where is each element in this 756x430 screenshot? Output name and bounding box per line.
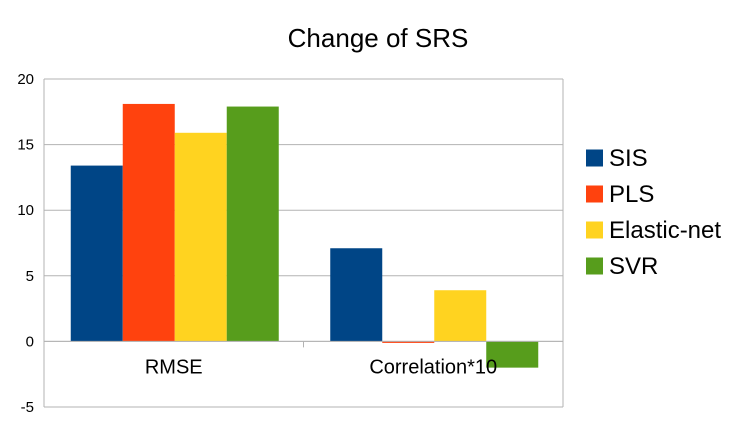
bar-svr-rmse (226, 106, 279, 342)
bar-sis-correlation-10 (330, 248, 383, 342)
y-tick-label: 5 (26, 268, 34, 285)
legend-swatch (586, 149, 603, 167)
legend-label: SVR (609, 253, 658, 280)
legend-label: SIS (609, 145, 648, 172)
y-axis-ticks: -5 0 5 10 15 20 (17, 71, 34, 416)
y-tick-label: 20 (17, 71, 34, 88)
bar-pls-correlation-10 (382, 341, 435, 343)
bars (70, 103, 539, 368)
bar-svr-correlation-10 (486, 341, 539, 368)
bar-pls-rmse (122, 103, 175, 342)
legend-swatch (586, 221, 603, 239)
y-tick-label: 15 (17, 137, 34, 154)
x-category-label: Correlation*10 (369, 356, 497, 378)
y-tick-label: 0 (26, 333, 34, 350)
legend: SIS PLS Elastic-net SVR (586, 145, 721, 280)
chart-title: Change of SRS (288, 23, 469, 53)
y-tick-label: -5 (21, 399, 34, 416)
legend-swatch (586, 185, 603, 203)
axes (43, 79, 564, 407)
legend-label: Elastic-net (609, 217, 721, 244)
legend-label: PLS (609, 181, 654, 208)
bar-elastic-net-rmse (174, 132, 227, 342)
x-category-label: RMSE (145, 356, 203, 378)
x-axis-categories: RMSE Correlation*10 (145, 356, 497, 378)
legend-swatch (586, 257, 603, 275)
bar-sis-rmse (70, 165, 123, 342)
bar-elastic-net-correlation-10 (434, 290, 487, 342)
y-tick-label: 10 (17, 202, 34, 219)
